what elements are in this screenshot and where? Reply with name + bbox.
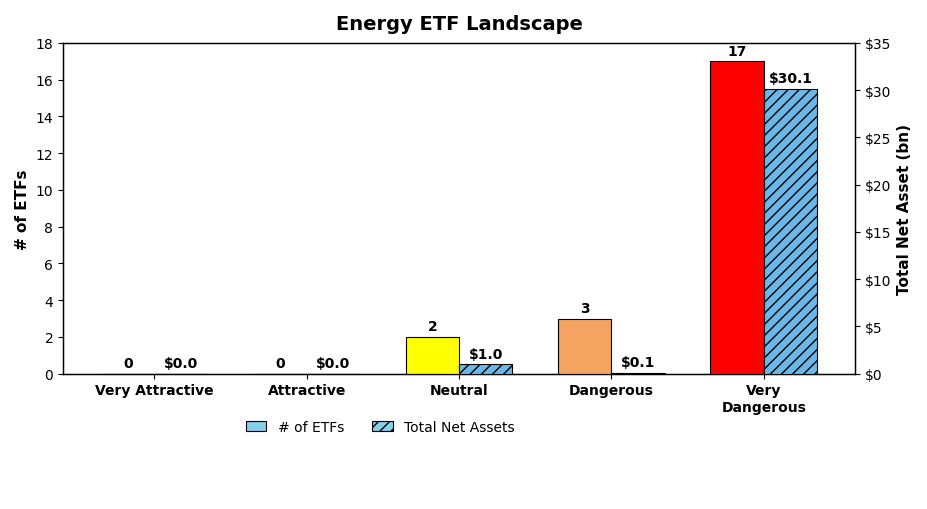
Text: 3: 3 xyxy=(580,301,590,315)
Text: 0: 0 xyxy=(123,356,133,371)
Text: $0.1: $0.1 xyxy=(621,355,655,370)
Bar xyxy=(459,364,513,374)
Y-axis label: Total Net Asset (bn): Total Net Asset (bn) xyxy=(897,124,912,294)
Text: $30.1: $30.1 xyxy=(768,72,812,86)
Bar xyxy=(558,319,612,374)
Bar xyxy=(710,62,764,374)
Legend: # of ETFs, Total Net Assets: # of ETFs, Total Net Assets xyxy=(240,415,520,440)
Text: 2: 2 xyxy=(427,320,438,334)
Text: 0: 0 xyxy=(275,356,285,371)
Bar xyxy=(406,337,459,374)
Bar xyxy=(612,373,665,374)
Bar xyxy=(764,90,817,374)
Y-axis label: # of ETFs: # of ETFs xyxy=(15,169,30,249)
Title: Energy ETF Landscape: Energy ETF Landscape xyxy=(336,15,582,34)
Text: 17: 17 xyxy=(728,44,747,59)
Text: $0.0: $0.0 xyxy=(316,356,350,370)
Text: $1.0: $1.0 xyxy=(468,347,503,361)
Text: $0.0: $0.0 xyxy=(164,356,198,370)
